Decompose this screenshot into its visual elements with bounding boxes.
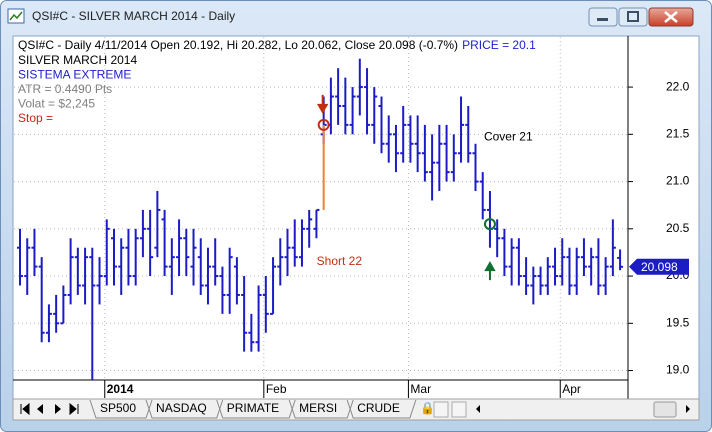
y-tick-label: 21.0 (666, 174, 690, 188)
next-button[interactable] (55, 404, 61, 414)
legend-line: Stop = (18, 111, 53, 125)
x-tick-label: Mar (410, 382, 431, 396)
last-price-tag (629, 258, 689, 275)
y-tick-label: 21.5 (666, 126, 690, 140)
tool-button[interactable] (451, 401, 467, 418)
nav-buttons (20, 402, 79, 416)
tab-label[interactable]: SP500 (100, 401, 136, 415)
scroll-thumb[interactable] (653, 401, 677, 418)
tab-label[interactable]: MERSI (299, 401, 337, 415)
signal-marker (483, 218, 496, 231)
x-tick-label: 2014 (107, 382, 134, 396)
tab-bar-bg (12, 398, 700, 421)
last-price-label: 20.098 (641, 260, 678, 274)
y-tick-label: 20.5 (666, 221, 690, 235)
tab-label[interactable]: PRIMATE (227, 401, 279, 415)
window-title: QSI#C - SILVER MARCH 2014 - Daily (32, 9, 235, 23)
minimize-button[interactable] (588, 7, 618, 27)
y-tick-label: 19.0 (666, 363, 690, 377)
title-bar: QSI#C - SILVER MARCH 2014 - Daily (7, 7, 694, 27)
buy-arrow (484, 261, 496, 281)
tab-bar: SP500 NASDAQ PRIMATE MERSI CRUDE 🔒 (12, 398, 700, 421)
scroll-left[interactable] (476, 405, 480, 413)
x-tick-label: Feb (266, 382, 287, 396)
app-icon-graph (9, 11, 23, 21)
legend-line: ATR = 0.4490 Pts (18, 82, 112, 96)
lock-icon[interactable]: 🔒 (420, 401, 435, 415)
chart-area (12, 35, 700, 400)
last-button[interactable] (69, 402, 79, 416)
maximize-icon (627, 11, 639, 22)
close-icon (664, 11, 678, 23)
tool-button[interactable] (433, 401, 449, 418)
sell-arrow (316, 94, 329, 114)
tabs: SP500 NASDAQ PRIMATE MERSI CRUDE (89, 399, 417, 419)
y-tick-label: 22.0 (666, 79, 690, 93)
tab-shape (346, 399, 417, 419)
legend-line: Volat = $2,245 (18, 97, 95, 111)
first-button[interactable] (20, 402, 30, 416)
maximize-button[interactable] (618, 7, 648, 27)
signal-label: Cover 21 (484, 129, 533, 143)
signal-label: Short 22 (317, 254, 363, 268)
x-tick-label: Apr (562, 382, 581, 396)
tab-label[interactable]: CRUDE (357, 401, 400, 415)
minimize-icon (597, 18, 608, 21)
y-tick-label: 19.5 (666, 315, 690, 329)
tab-label[interactable]: NASDAQ (156, 401, 207, 415)
price-line: PRICE = 20.1 (462, 38, 536, 52)
signal-marker (317, 118, 330, 131)
scroll-right[interactable] (686, 405, 690, 413)
legend-line: SISTEMA EXTREME (18, 68, 131, 82)
legend-line: SILVER MARCH 2014 (18, 53, 137, 67)
info-line: QSI#C - Daily 4/11/2014 Open 20.192, Hi … (18, 38, 458, 52)
prev-button[interactable] (37, 404, 43, 414)
